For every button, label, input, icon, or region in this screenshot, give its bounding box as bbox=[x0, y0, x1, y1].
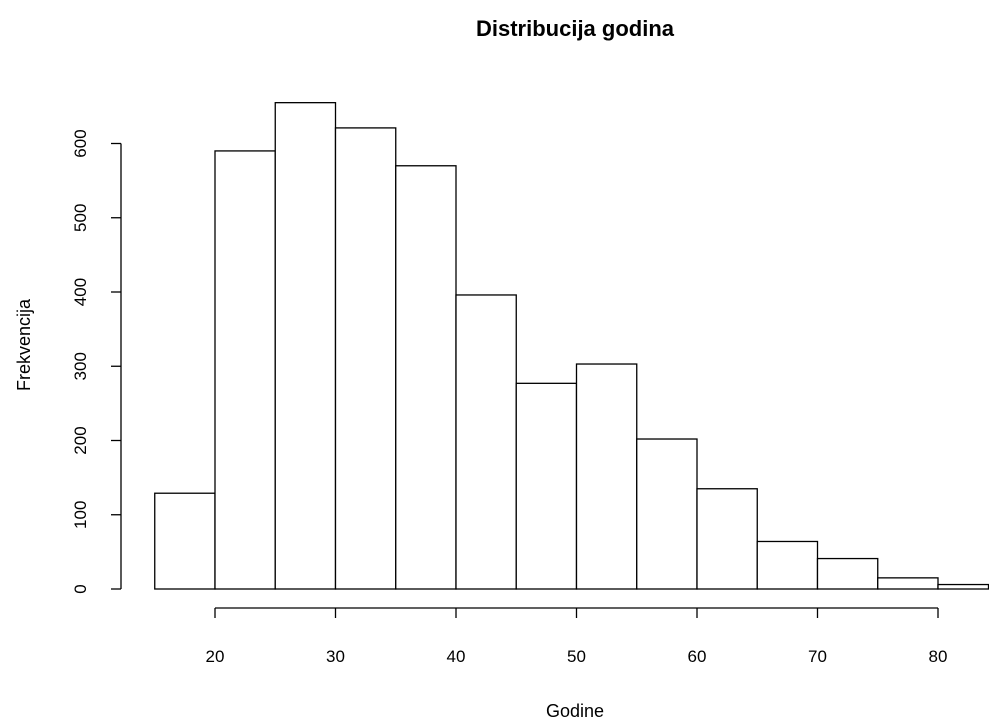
histogram-bar-55-60 bbox=[636, 438, 698, 590]
histogram-bar-40-45 bbox=[455, 294, 517, 590]
histogram-bar-30-35 bbox=[334, 127, 397, 590]
x-tick-label-30: 30 bbox=[326, 647, 345, 666]
histogram-bar-35-40 bbox=[395, 165, 457, 590]
histogram-bar-60-65 bbox=[696, 488, 758, 590]
histogram-bar-65-70 bbox=[756, 540, 819, 590]
x-axis: 20 30 40 50 60 70 80 bbox=[206, 607, 948, 666]
histogram-bar-45-50 bbox=[515, 382, 578, 590]
x-tick-label-50: 50 bbox=[567, 647, 586, 666]
y-tick-label-600: 600 bbox=[71, 129, 90, 157]
x-axis-title: Godine bbox=[546, 701, 604, 721]
x-tick-label-60: 60 bbox=[688, 647, 707, 666]
chart-title: Distribucija godina bbox=[476, 16, 675, 41]
histogram-bar-15-20 bbox=[154, 492, 216, 590]
y-tick-label-200: 200 bbox=[71, 426, 90, 454]
y-tick-label-0: 0 bbox=[71, 584, 90, 593]
histogram-bar-25-30 bbox=[274, 102, 337, 590]
y-axis-title: Frekvencija bbox=[14, 298, 34, 391]
y-tick-label-400: 400 bbox=[71, 278, 90, 306]
y-tick-label-300: 300 bbox=[71, 352, 90, 380]
y-axis: 0 100 200 300 400 500 600 bbox=[71, 129, 122, 594]
x-tick-label-80: 80 bbox=[929, 647, 948, 666]
x-tick-label-70: 70 bbox=[808, 647, 827, 666]
x-tick-label-20: 20 bbox=[206, 647, 225, 666]
histogram-bar-50-55 bbox=[575, 363, 638, 590]
bars-layer bbox=[154, 102, 989, 590]
x-tick-label-40: 40 bbox=[447, 647, 466, 666]
histogram-bar-80-85 bbox=[937, 583, 989, 590]
histogram-bar-75-80 bbox=[877, 577, 939, 590]
y-tick-label-500: 500 bbox=[71, 204, 90, 232]
histogram-bar-70-75 bbox=[816, 557, 879, 590]
y-tick-label-100: 100 bbox=[71, 501, 90, 529]
histogram-bar-20-25 bbox=[214, 150, 276, 590]
